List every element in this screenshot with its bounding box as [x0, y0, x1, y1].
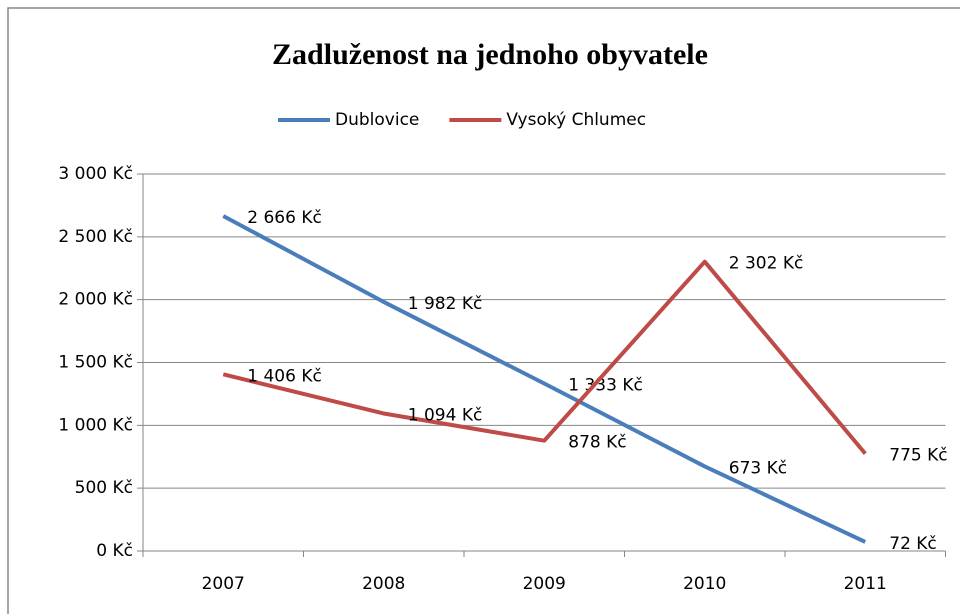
series-line [222, 214, 867, 544]
x-tick-label: 2008 [362, 574, 405, 594]
y-tick-label: 1 500 Kč [58, 353, 133, 373]
legend-label: Vysoký Chlumec [506, 110, 646, 130]
data-label: 878 Kč [568, 433, 626, 453]
x-tick-label: 2007 [202, 574, 245, 594]
y-tick-label: 0 Kč [96, 541, 133, 561]
y-tick-label: 3 000 Kč [58, 164, 133, 184]
data-label: 673 Kč [729, 458, 787, 478]
y-tick-label: 1 000 Kč [58, 415, 133, 435]
data-label: 1 094 Kč [408, 406, 483, 426]
x-tick-label: 2009 [523, 574, 566, 594]
data-label: 1 333 Kč [568, 375, 643, 395]
x-tick-label: 2010 [683, 574, 726, 594]
chart-title: Zadluženost na jednoho obyvatele [272, 38, 708, 71]
data-label: 1 982 Kč [408, 294, 483, 314]
x-tick-label: 2011 [844, 574, 887, 594]
legend-label: Dublovice [335, 110, 419, 130]
y-tick-label: 2 500 Kč [58, 227, 133, 247]
series-line [222, 259, 867, 455]
y-tick-label: 500 Kč [75, 478, 133, 498]
data-label: 2 302 Kč [729, 254, 804, 274]
data-label: 2 666 Kč [247, 208, 322, 228]
data-label: 775 Kč [889, 446, 947, 466]
data-label: 72 Kč [889, 534, 937, 554]
chart-frame [7, 7, 960, 614]
y-tick-label: 2 000 Kč [58, 290, 133, 310]
data-label: 1 406 Kč [247, 366, 322, 386]
